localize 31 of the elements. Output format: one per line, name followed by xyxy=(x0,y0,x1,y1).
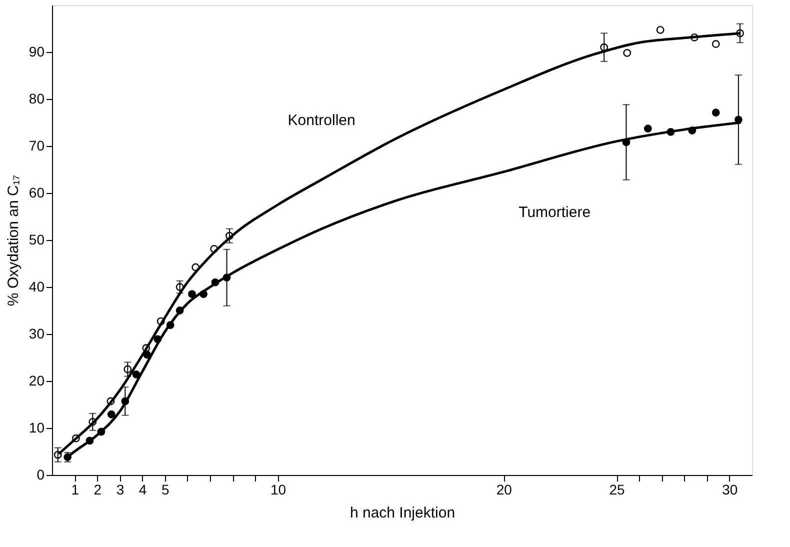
y-tick-label: 10 xyxy=(28,420,45,436)
x-tick-label: 3 xyxy=(116,482,124,498)
x-tick-label: 5 xyxy=(162,482,170,498)
y-axis-title: % Oxydation an C₁₇ xyxy=(4,174,22,306)
x-tick-label: 30 xyxy=(722,482,738,498)
x-tick-label: 4 xyxy=(138,482,147,498)
x-tick-label: 10 xyxy=(270,482,286,498)
y-tick-label: 50 xyxy=(28,232,45,248)
point xyxy=(656,26,664,34)
y-tick-label: 60 xyxy=(28,184,45,200)
point xyxy=(623,48,632,57)
x-tick-label: 25 xyxy=(609,482,626,498)
point xyxy=(107,410,116,418)
point xyxy=(712,108,720,117)
x-tick-label: 20 xyxy=(496,482,512,498)
point xyxy=(644,124,652,133)
y-tick-label: 90 xyxy=(28,44,45,60)
y-tick-label: 0 xyxy=(36,466,45,482)
y-tick-label: 40 xyxy=(28,278,45,294)
text: Tumortiere xyxy=(518,204,591,221)
x-tick-label: 2 xyxy=(94,482,102,498)
series-label: Kontrollen xyxy=(288,112,356,129)
x-tick-label: 1 xyxy=(71,482,80,498)
y-tick-label: 70 xyxy=(28,138,45,154)
y-tick-label: 20 xyxy=(28,372,45,388)
point xyxy=(132,370,140,378)
x-axis-title: h nach Injektion xyxy=(350,504,456,522)
point xyxy=(712,40,720,48)
point xyxy=(188,290,196,298)
y-tick-label: 80 xyxy=(28,90,45,106)
y-tick-label: 30 xyxy=(28,326,45,342)
